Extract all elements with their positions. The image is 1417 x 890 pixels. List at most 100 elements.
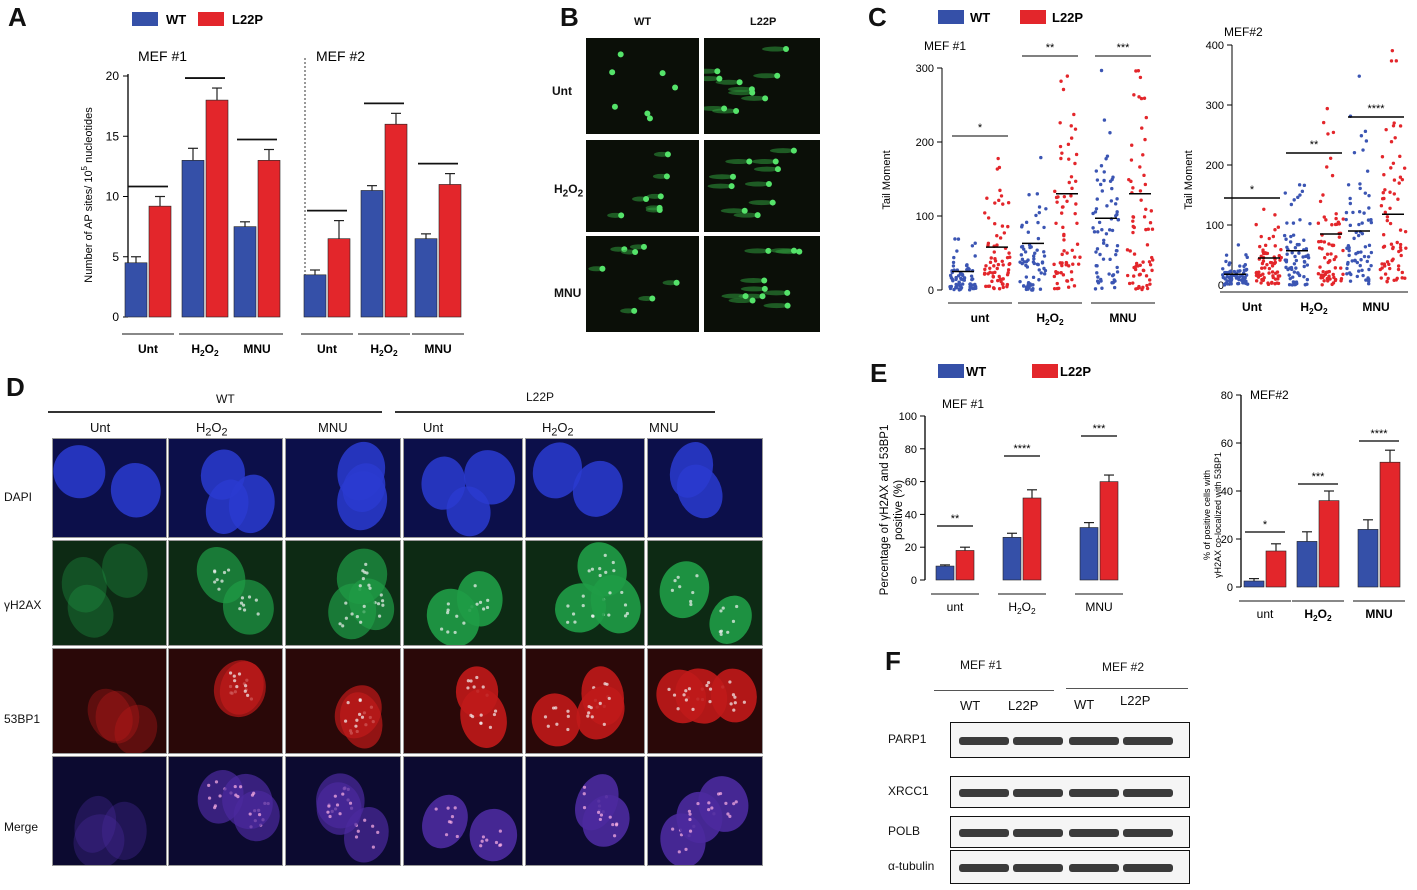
focus (371, 824, 375, 828)
data-point (1076, 262, 1081, 266)
x-tick-label-e: H2O2 (1008, 600, 1036, 616)
data-point (1141, 260, 1145, 264)
focus (708, 687, 713, 691)
data-point (1328, 156, 1333, 161)
data-point (1062, 233, 1066, 238)
data-point (1149, 209, 1154, 213)
focus (243, 689, 247, 693)
data-point (1318, 199, 1323, 204)
comet-tail (769, 248, 796, 254)
data-point (1262, 207, 1266, 211)
data-point (1022, 247, 1026, 251)
y-tick-label-a: 0 (112, 310, 119, 324)
microscopy-gh2ax-cell (403, 540, 523, 646)
focus (344, 601, 348, 605)
data-point (1072, 112, 1076, 117)
nucleus (659, 561, 710, 619)
microscopy-canvas (656, 668, 757, 724)
data-point (1229, 274, 1233, 279)
focus (228, 671, 233, 675)
focus (689, 599, 693, 604)
data-point (1060, 205, 1065, 209)
data-point (1289, 234, 1293, 239)
focus (732, 802, 736, 806)
data-point (956, 274, 961, 278)
data-point (1399, 253, 1403, 258)
y-axis-label-e2b: γH2AX co-localized with 53BP1 (1213, 452, 1223, 578)
focus (434, 807, 438, 811)
nucleus (676, 791, 723, 844)
data-point (1388, 190, 1392, 194)
focus (586, 714, 590, 718)
x-tick-label-c: H2O2 (1036, 311, 1064, 327)
microscopy-canvas (421, 450, 516, 537)
data-point (1092, 230, 1097, 234)
bar-wt (360, 190, 384, 318)
data-point (1150, 227, 1155, 231)
data-point (1109, 199, 1114, 203)
data-point (1020, 257, 1025, 262)
data-point (1254, 279, 1259, 283)
data-point (1145, 286, 1150, 291)
data-point (1358, 182, 1362, 186)
data-point (1293, 246, 1298, 250)
y-tick-label-e: 80 (905, 444, 917, 456)
data-point (1259, 281, 1263, 285)
data-point (1352, 236, 1356, 241)
microscopy-canvas (73, 795, 147, 865)
data-point (1055, 200, 1059, 204)
data-point (1363, 191, 1368, 195)
data-point (988, 266, 992, 271)
data-point (1319, 273, 1324, 277)
focus (672, 693, 677, 697)
wb-protein-label: α-tubulin (888, 859, 935, 873)
focus (343, 719, 348, 723)
nucleus (74, 795, 117, 853)
wb-protein-label: XRCC1 (888, 784, 929, 798)
data-point (998, 236, 1003, 240)
panel-e-label: E (870, 358, 888, 388)
data-point (1110, 228, 1115, 233)
data-point (1344, 210, 1349, 215)
data-point (1107, 272, 1111, 276)
data-point (951, 264, 956, 268)
focus (612, 569, 616, 573)
data-point (1326, 132, 1330, 136)
microscopy-row-label: Merge (4, 820, 39, 834)
wb-protein-label: PARP1 (888, 732, 927, 746)
data-point (1134, 287, 1138, 291)
data-point (1019, 253, 1024, 257)
comet-head (640, 243, 647, 250)
data-point (1150, 268, 1154, 273)
data-point (1379, 204, 1384, 208)
focus (485, 838, 489, 842)
data-point (1061, 87, 1066, 92)
data-point (1271, 234, 1276, 239)
comet-head (714, 68, 721, 75)
data-point (1227, 270, 1232, 274)
data-point (1395, 240, 1399, 245)
focus (682, 693, 686, 697)
data-point (1354, 252, 1358, 256)
wb-band (1123, 864, 1173, 872)
comet-head (746, 158, 753, 165)
data-point (1095, 279, 1100, 283)
focus (350, 612, 354, 616)
data-point (1024, 259, 1029, 264)
data-point (1064, 261, 1069, 265)
focus (218, 794, 222, 798)
data-point (1236, 281, 1240, 286)
focus (232, 674, 236, 678)
data-point (1320, 283, 1324, 287)
data-point (1383, 272, 1388, 276)
data-point (1125, 248, 1130, 252)
data-point (1006, 268, 1011, 272)
focus (213, 569, 217, 573)
comet-head (656, 207, 663, 214)
data-point (1388, 206, 1392, 211)
data-point (1018, 260, 1022, 264)
focus (237, 672, 242, 676)
data-point (953, 237, 957, 241)
data-point (1344, 217, 1348, 222)
data-point (1339, 279, 1343, 283)
